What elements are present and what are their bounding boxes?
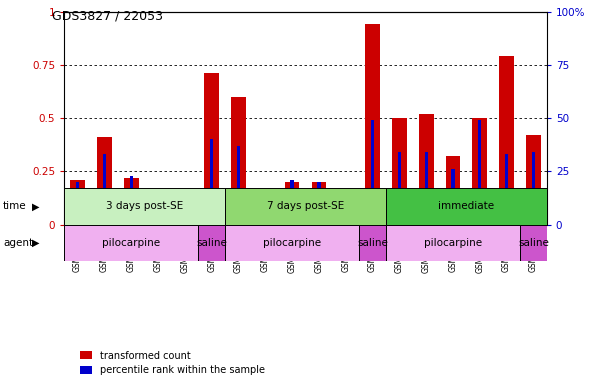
- Bar: [204, 73, 219, 225]
- Bar: [386, 225, 520, 261]
- Text: pilocarpine: pilocarpine: [263, 238, 321, 248]
- Bar: [499, 56, 514, 225]
- Bar: [70, 180, 85, 225]
- Bar: [231, 97, 246, 225]
- Bar: [285, 182, 299, 225]
- Bar: [338, 195, 353, 225]
- Bar: [64, 225, 198, 261]
- Bar: [532, 152, 535, 225]
- Bar: [526, 135, 541, 225]
- Bar: [177, 195, 192, 225]
- Text: GDS3827 / 22053: GDS3827 / 22053: [52, 10, 163, 23]
- Text: saline: saline: [357, 238, 388, 248]
- Bar: [183, 193, 186, 225]
- Text: saline: saline: [518, 238, 549, 248]
- Bar: [237, 146, 240, 225]
- Bar: [365, 24, 380, 225]
- Text: immediate: immediate: [438, 201, 494, 212]
- Bar: [445, 156, 460, 225]
- Bar: [258, 204, 273, 225]
- Text: ▶: ▶: [32, 201, 39, 212]
- Bar: [505, 154, 508, 225]
- Bar: [151, 208, 166, 225]
- Text: pilocarpine: pilocarpine: [102, 238, 160, 248]
- Bar: [472, 118, 487, 225]
- Text: agent: agent: [3, 238, 33, 248]
- Bar: [478, 120, 481, 225]
- Bar: [359, 225, 386, 261]
- Text: pilocarpine: pilocarpine: [424, 238, 482, 248]
- Bar: [156, 204, 159, 225]
- Bar: [312, 182, 326, 225]
- Bar: [76, 182, 79, 225]
- Bar: [225, 225, 359, 261]
- Bar: [103, 154, 106, 225]
- Bar: [425, 152, 428, 225]
- Bar: [344, 199, 347, 225]
- Text: ▶: ▶: [32, 238, 39, 248]
- Text: 7 days post-SE: 7 days post-SE: [267, 201, 344, 212]
- Bar: [225, 188, 386, 225]
- Bar: [392, 118, 407, 225]
- Bar: [371, 120, 374, 225]
- Bar: [130, 175, 133, 225]
- Bar: [210, 139, 213, 225]
- Bar: [264, 212, 267, 225]
- Bar: [452, 169, 455, 225]
- Text: time: time: [3, 201, 27, 212]
- Bar: [520, 225, 547, 261]
- Bar: [386, 188, 547, 225]
- Bar: [398, 152, 401, 225]
- Text: 3 days post-SE: 3 days post-SE: [106, 201, 183, 212]
- Bar: [290, 180, 294, 225]
- Legend: transformed count, percentile rank within the sample: transformed count, percentile rank withi…: [76, 347, 269, 379]
- Bar: [64, 188, 225, 225]
- Bar: [124, 178, 139, 225]
- Bar: [198, 225, 225, 261]
- Bar: [419, 114, 434, 225]
- Text: saline: saline: [196, 238, 227, 248]
- Bar: [97, 137, 112, 225]
- Bar: [317, 182, 321, 225]
